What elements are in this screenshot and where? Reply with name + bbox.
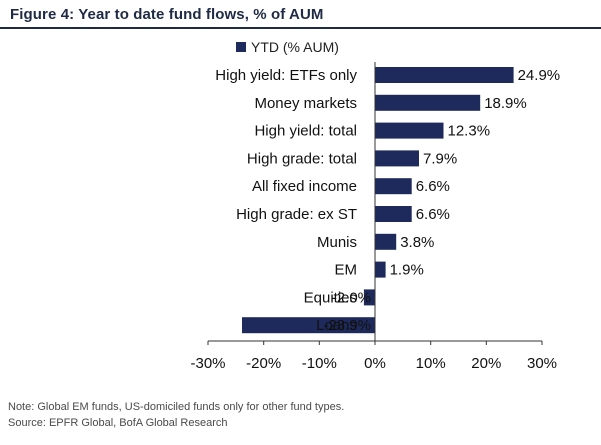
value-label: 12.3%	[448, 123, 491, 140]
bar	[375, 206, 412, 222]
value-label: 1.9%	[390, 262, 424, 279]
value-labels: 24.9% 18.9% 12.3% 7.9% 6.6% 6.6% 3.8% 1.9% -2.0%…	[323, 67, 560, 334]
value-label: 6.6%	[416, 178, 450, 195]
source-text: Source: EPFR Global, BofA Global Researc…	[8, 417, 228, 429]
x-tick-label: -30%	[190, 355, 225, 372]
value-label: 3.8%	[400, 234, 434, 251]
category-label: High grade: ex ST	[236, 206, 357, 223]
bar	[375, 67, 514, 83]
title-divider	[0, 27, 601, 29]
x-tick-label: 30%	[527, 355, 557, 372]
x-tick-label: -20%	[246, 355, 281, 372]
x-tick-label: 10%	[416, 355, 446, 372]
footnotes: Note: Global EM funds, US-domiciled fund…	[8, 399, 344, 431]
value-label: 6.6%	[416, 206, 450, 223]
x-tick-label: -10%	[302, 355, 337, 372]
bar	[375, 178, 412, 195]
chart-title: Figure 4: Year to date fund flows, % of …	[10, 6, 324, 23]
category-labels: High yield: ETFs only Money markets High y…	[215, 67, 357, 334]
value-label: 24.9%	[518, 67, 561, 84]
legend-label: YTD (% AUM)	[251, 39, 339, 55]
value-label: 18.9%	[484, 95, 527, 112]
value-label: -2.0%	[332, 289, 371, 306]
x-tick-label: 0%	[364, 355, 386, 372]
bar	[363, 289, 375, 306]
bar	[375, 122, 444, 139]
bar	[375, 261, 386, 278]
x-axis: -30% -20% -10% 0% 10% 20% 30%	[190, 340, 557, 372]
category-label: All fixed income	[252, 178, 357, 195]
bar	[375, 150, 419, 167]
category-label: Equities	[304, 289, 357, 306]
bar	[375, 233, 397, 250]
value-label: -23.9%	[323, 317, 371, 334]
category-label: Loans	[316, 317, 357, 334]
category-label: Money markets	[254, 95, 357, 112]
chart-legend: YTD (% AUM)	[236, 39, 339, 55]
category-label: High yield: total	[254, 123, 357, 140]
category-label: Munis	[317, 234, 357, 251]
note-text: Note: Global EM funds, US-domiciled fund…	[8, 401, 345, 413]
value-label: 7.9%	[423, 150, 457, 167]
category-label: High yield: ETFs only	[215, 67, 357, 84]
bar	[375, 94, 481, 111]
bar	[242, 317, 375, 334]
bars-group	[242, 67, 514, 334]
legend-swatch	[236, 42, 246, 52]
category-label: EM	[335, 262, 358, 279]
category-label: High grade: total	[247, 150, 357, 167]
x-tick-label: 20%	[471, 355, 501, 372]
